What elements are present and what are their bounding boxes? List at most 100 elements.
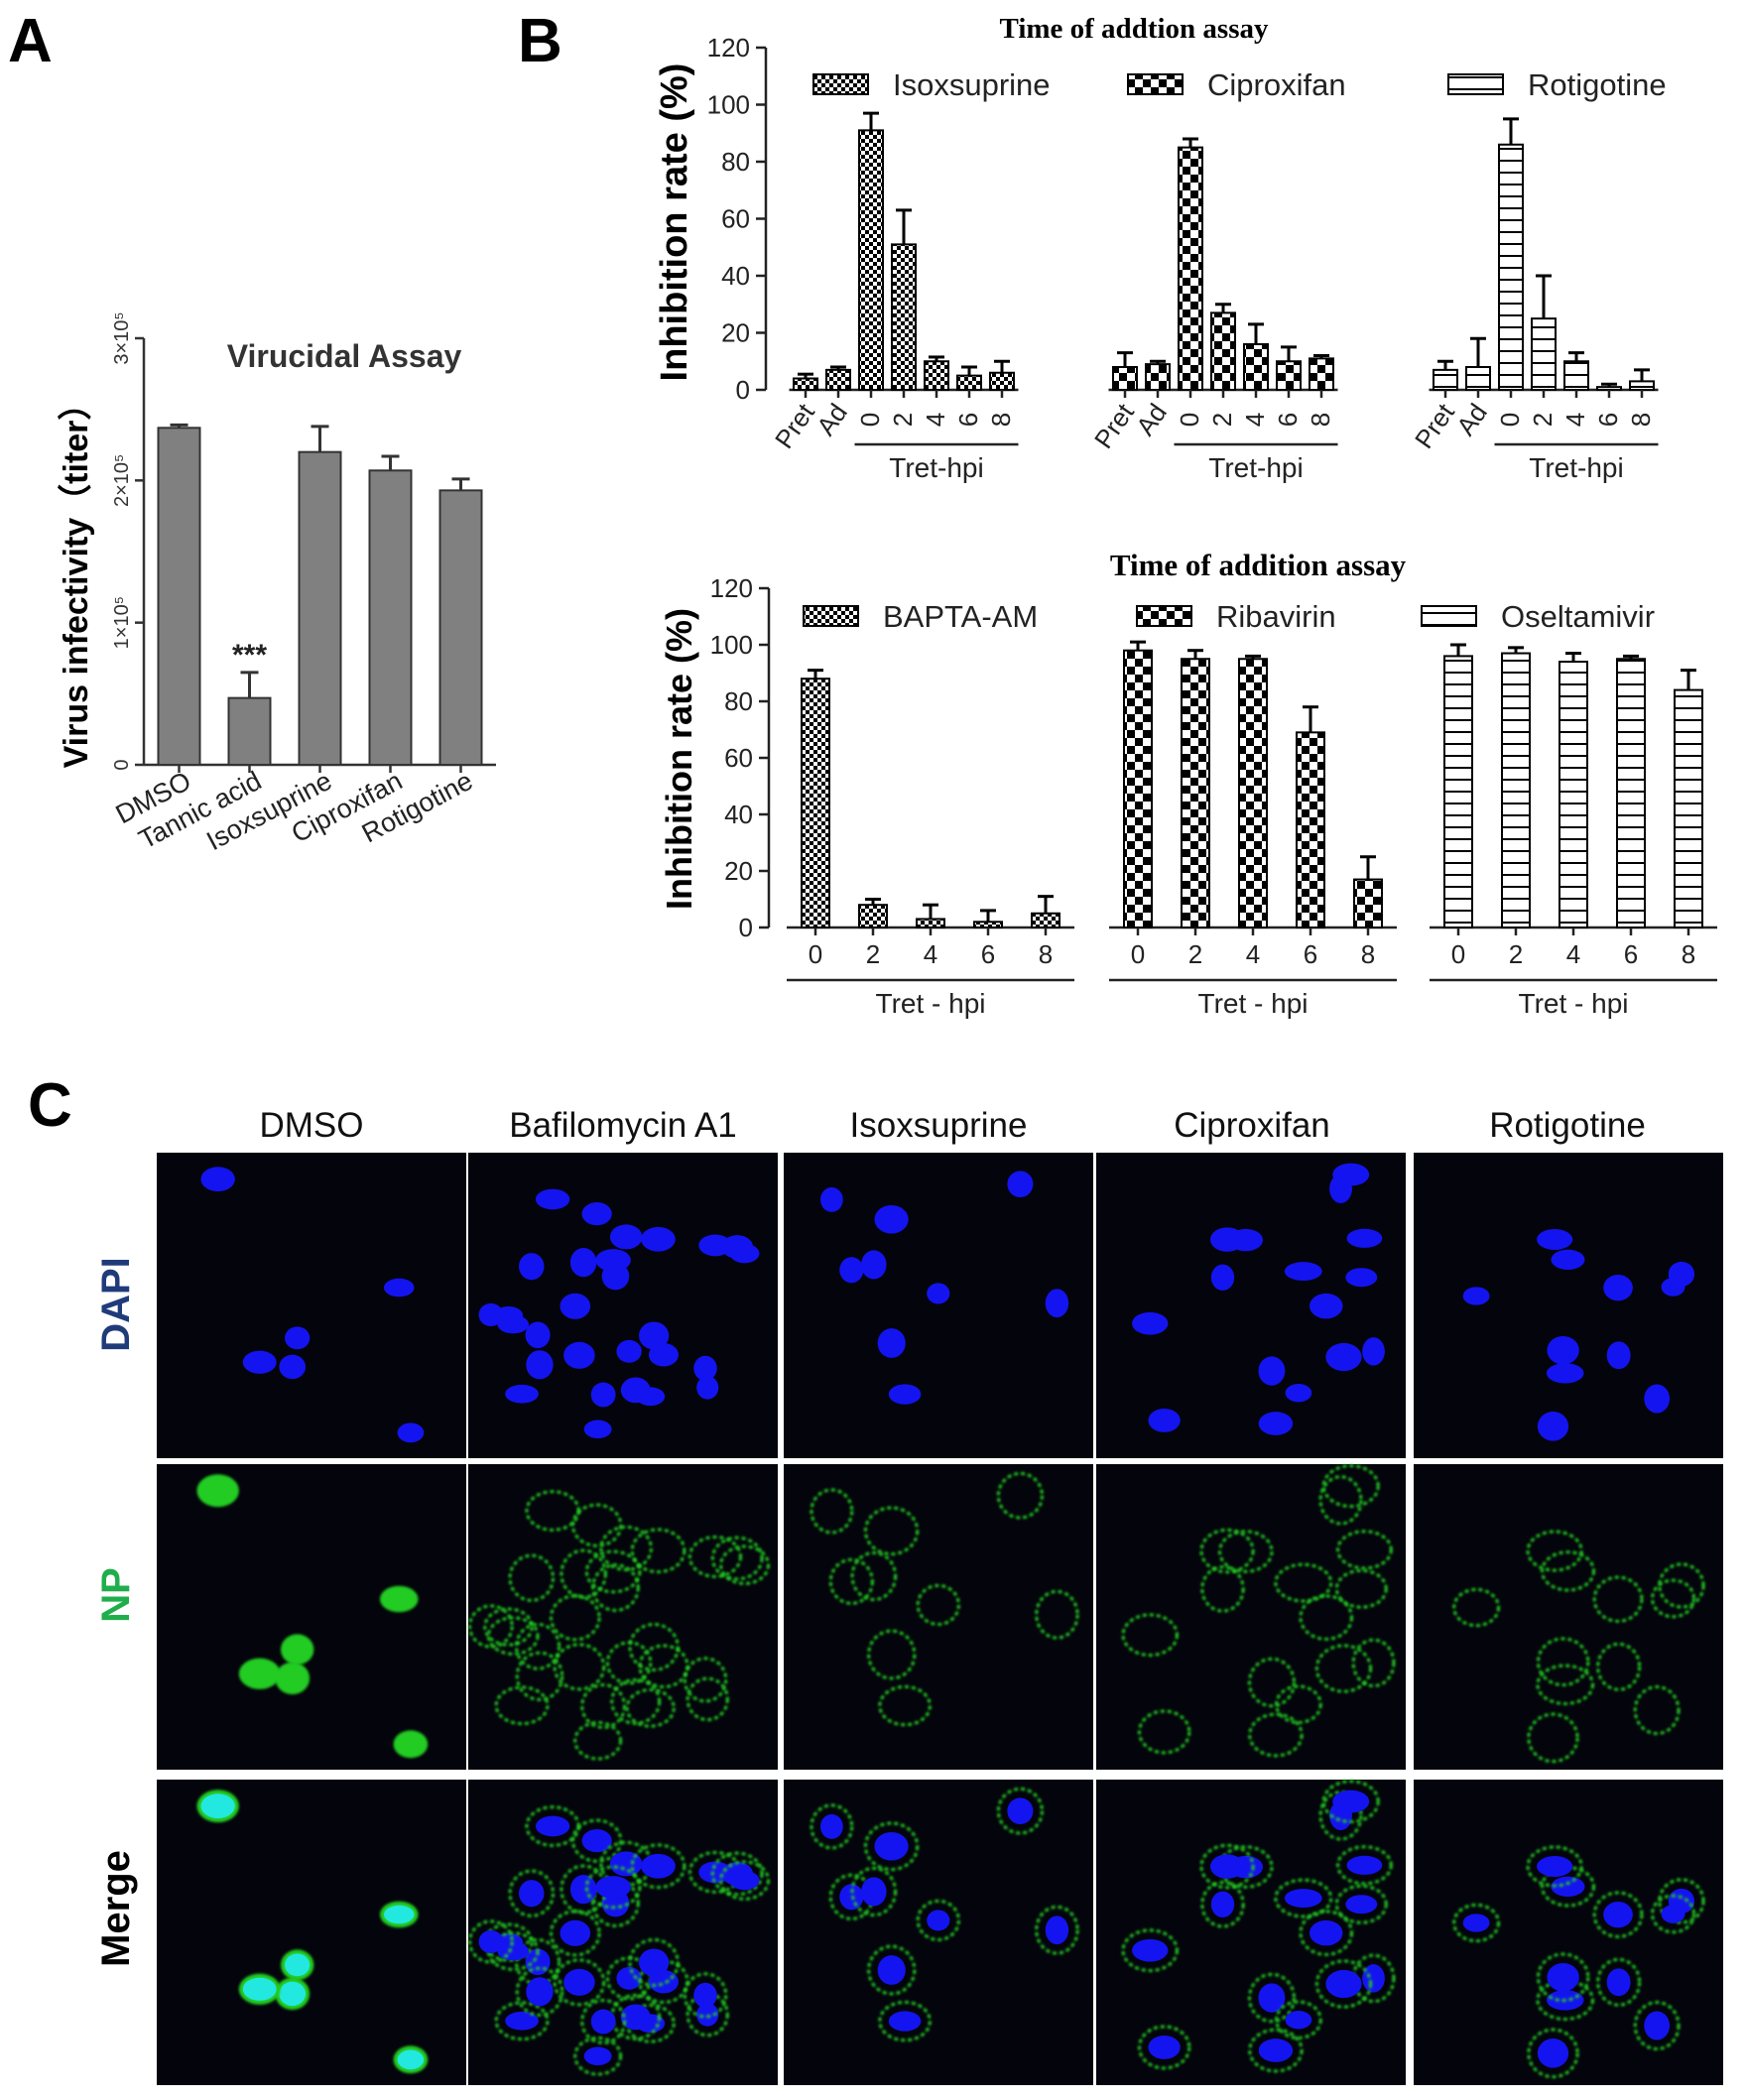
merge-ring-green [638,1959,689,2004]
bar [1465,366,1491,391]
np-ring-green [515,1651,564,1701]
np-ring-green [591,1563,640,1612]
chart-b-top-title: Time of addtion assay [1000,13,1269,45]
x-tick-label: 4 [1240,413,1270,427]
merge-nucleus-blue [535,1815,570,1837]
np-ring-green [683,1657,728,1703]
merge-nucleus-blue [1537,2038,1569,2068]
bar [1563,360,1589,391]
np-signal-green [379,1585,419,1613]
np-ring-green [1137,1709,1191,1755]
merge-ring-green [1592,1891,1644,1938]
np-ring-green [1334,1568,1388,1609]
y-tick-label: 0 [739,913,753,942]
bar [1309,357,1334,391]
merge-nucleus-blue [563,1968,595,1996]
bar [1123,649,1153,928]
nucleus-blue [616,1339,642,1363]
merge-nucleus-blue [583,2046,612,2066]
merge-ring-green [1336,1845,1393,1886]
nucleus-blue [877,1328,906,1358]
merge-nucleus-blue [819,1813,843,1839]
bar [1210,311,1236,391]
merge-ring-green [916,1899,960,1941]
micrograph-tile [1414,1464,1723,1770]
np-ring-green [1218,1530,1274,1573]
np-ring-green [1321,1464,1380,1509]
nucleus-blue [1551,1249,1585,1271]
group-label: Tret - hpi [1519,988,1629,1019]
merge-ring-green [628,1937,680,1987]
np-ring-green [863,1506,920,1556]
x-tick-label: 6 [1273,413,1303,427]
np-signal-green [275,1662,311,1695]
np-ring-green [494,1685,550,1726]
np-ring-green [560,1548,607,1599]
micrograph-tile [1096,1153,1406,1458]
nucleus-blue [1603,1274,1633,1301]
bar [1238,658,1268,928]
nucleus-blue [569,1248,597,1278]
merge-ring-green [515,1937,561,1986]
nucleus-blue [638,1321,670,1350]
chart-a-y-tick-label: 2×10⁵ [111,454,133,507]
x-tick-label: 2 [1509,939,1523,969]
merge-nucleus-blue [590,2009,616,2035]
bar [1145,363,1171,391]
legend-swatch [812,73,869,95]
merge-ring-green [1248,2028,1304,2073]
nucleus-blue [285,1326,311,1350]
nucleus-blue [1462,1287,1490,1305]
np-ring-green [1035,1589,1079,1640]
y-tick-label: 80 [721,147,750,177]
np-ring-green [1199,1528,1255,1574]
merge-ring-green [571,1818,623,1863]
nucleus-blue [563,1341,595,1369]
np-ring-green [686,1676,729,1722]
merge-nucleus-blue [1309,1919,1343,1946]
merge-ring-green [1351,1953,1396,2004]
nucleus-blue [620,1377,651,1404]
np-ring-green [1121,1613,1179,1658]
merge-nucleus-blue [1346,1855,1383,1875]
merge-nucleus-blue [729,1870,760,1891]
bar [1296,731,1325,928]
bar [1501,652,1531,928]
column-label-ciproxifan: Ciproxifan [1174,1106,1330,1145]
x-tick-label: 8 [1361,939,1375,969]
nucleus-blue [1537,1412,1569,1441]
micrograph-tile [1414,1153,1723,1458]
merge-nucleus-blue [1661,1905,1685,1923]
chart-a-bar [438,489,483,766]
micrograph-tile [468,1153,778,1458]
chart-a-y-tick-label: 1×10⁵ [111,596,133,649]
chart-a-bar [227,696,272,767]
merge-nucleus-blue [1258,1983,1286,2013]
micrograph-background [468,1780,778,2085]
nucleus-blue [888,1384,922,1405]
group-label: Tret-hpi [1529,452,1623,483]
np-ring-green [1351,1638,1396,1688]
merge-nucleus-blue [1462,1914,1490,1932]
row-label-dapi: DAPI [94,1257,138,1352]
chart-a-y-tick-label: 3×10⁵ [111,311,133,364]
np-ring-green [1527,1712,1579,1764]
merge-cyan [397,2049,425,2070]
x-tick-label: 4 [924,939,937,969]
micrograph-background [157,1780,466,2085]
nucleus-blue [609,1224,643,1250]
merge-ring-green [573,2037,623,2076]
x-tick-label: 8 [986,413,1016,427]
legend-label: BAPTA-AM [883,599,1038,634]
panel-letter-c: C [28,1071,72,1140]
nucleus-blue [819,1186,843,1212]
merge-nucleus-blue [519,1880,545,1908]
group-label: Tret - hpi [876,988,986,1019]
legend-swatch [1136,605,1192,627]
bar [956,374,982,391]
merge-nucleus-blue [927,1910,950,1931]
merge-nucleus-blue [696,2003,719,2027]
bar [973,921,1003,928]
nucleus-blue [1007,1171,1034,1197]
micrograph-grid: DMSO Bafilomycin A1 Isoxsuprine Ciproxif… [94,1106,1723,2085]
